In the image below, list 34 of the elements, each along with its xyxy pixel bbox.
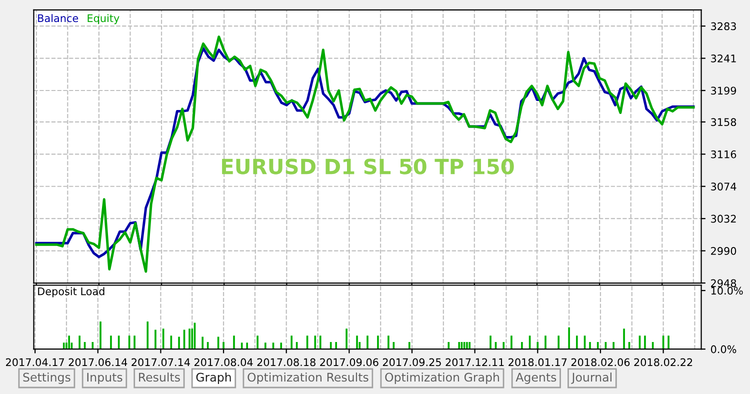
- y-tick-label: 3074: [711, 182, 736, 190]
- text: Journal: [571, 372, 612, 384]
- x-tick-label: 2018.02.22: [634, 358, 692, 366]
- text: Graph: [196, 372, 231, 384]
- x-tick-label: 2017.12.11: [446, 358, 504, 366]
- text: Agents: [516, 372, 556, 384]
- text: Equity: [88, 14, 120, 24]
- y-tick-label: 2948: [711, 279, 736, 288]
- annotation: EURUSD D1 SL 50 TP 150: [222, 158, 514, 174]
- text: Balance: [38, 14, 78, 22]
- text: Results: [139, 372, 180, 382]
- text: Inputs: [87, 372, 122, 384]
- x-tick-label: 2018.01.17: [508, 358, 567, 366]
- y-tick-label: 2990: [711, 247, 736, 255]
- x-tick-label: 2017.04.17: [6, 358, 64, 366]
- y-tick-label: 3241: [711, 54, 736, 62]
- y-tick-label: 3283: [711, 22, 736, 30]
- text: Optimization Results: [248, 372, 368, 384]
- y-tick-label: 10.0%: [711, 286, 743, 295]
- y-tick-label: 3032: [711, 214, 736, 223]
- y-tick-label: 0.0%: [710, 345, 736, 354]
- y-tick-label: 3158: [711, 118, 736, 126]
- y-tick-label: 3199: [711, 86, 736, 95]
- x-tick-label: 2018.02.06: [571, 358, 630, 366]
- x-tick-label: 2017.06.14: [68, 358, 128, 366]
- text: Settings: [23, 372, 70, 384]
- x-tick-label: 2017.07.14: [132, 358, 190, 366]
- x-tick-label: 2017.09.06: [320, 358, 378, 366]
- x-tick-label: 2017.08.04: [194, 358, 253, 366]
- chart-title: Deposit Load: [38, 287, 104, 298]
- text: Optimization Graph: [385, 372, 499, 384]
- x-tick-label: 2017.08.18: [257, 358, 316, 366]
- x-tick-label: 2017.09.25: [382, 358, 441, 366]
- y-tick-label: 3116: [711, 150, 736, 158]
